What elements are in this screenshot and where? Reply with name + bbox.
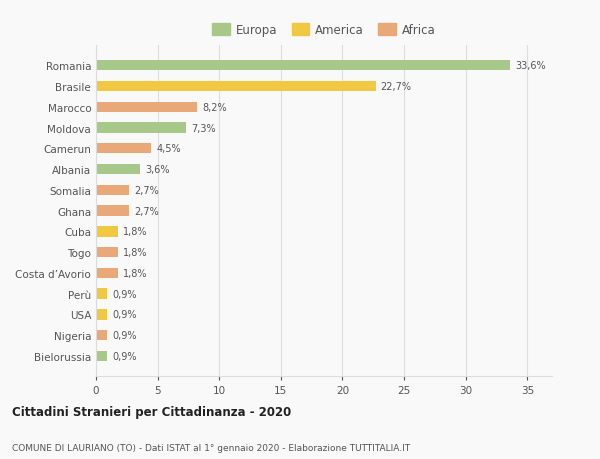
Bar — [96, 61, 510, 71]
Bar — [96, 351, 107, 361]
Bar — [96, 268, 118, 279]
Bar — [96, 102, 197, 113]
Text: 2,7%: 2,7% — [134, 185, 159, 196]
Text: 0,9%: 0,9% — [112, 289, 137, 299]
Legend: Europa, America, Africa: Europa, America, Africa — [208, 19, 440, 41]
Bar — [96, 185, 129, 196]
Bar — [96, 123, 186, 134]
Text: 8,2%: 8,2% — [202, 102, 227, 112]
Text: 1,8%: 1,8% — [123, 269, 148, 278]
Text: COMUNE DI LAURIANO (TO) - Dati ISTAT al 1° gennaio 2020 - Elaborazione TUTTITALI: COMUNE DI LAURIANO (TO) - Dati ISTAT al … — [12, 443, 410, 452]
Bar — [96, 247, 118, 258]
Text: Cittadini Stranieri per Cittadinanza - 2020: Cittadini Stranieri per Cittadinanza - 2… — [12, 405, 291, 419]
Bar — [96, 82, 376, 92]
Bar — [96, 164, 140, 175]
Text: 0,9%: 0,9% — [112, 351, 137, 361]
Text: 22,7%: 22,7% — [380, 82, 412, 92]
Text: 0,9%: 0,9% — [112, 330, 137, 341]
Text: 7,3%: 7,3% — [191, 123, 215, 133]
Bar — [96, 289, 107, 299]
Bar — [96, 330, 107, 341]
Bar — [96, 227, 118, 237]
Text: 4,5%: 4,5% — [157, 144, 181, 154]
Text: 3,6%: 3,6% — [145, 165, 170, 175]
Text: 2,7%: 2,7% — [134, 206, 159, 216]
Bar — [96, 144, 151, 154]
Text: 0,9%: 0,9% — [112, 310, 137, 320]
Text: 1,8%: 1,8% — [123, 247, 148, 257]
Text: 1,8%: 1,8% — [123, 227, 148, 237]
Text: 33,6%: 33,6% — [515, 61, 545, 71]
Bar — [96, 309, 107, 320]
Bar — [96, 206, 129, 216]
